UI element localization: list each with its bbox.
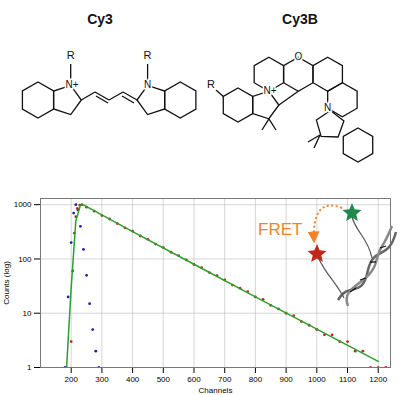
svg-text:N: N xyxy=(144,79,151,90)
svg-text:R: R xyxy=(144,49,152,61)
svg-text:N+: N+ xyxy=(263,85,276,96)
svg-text:500: 500 xyxy=(157,375,171,384)
svg-text:FRET: FRET xyxy=(258,220,302,239)
svg-text:R: R xyxy=(67,49,75,61)
svg-text:100: 100 xyxy=(18,255,32,264)
svg-text:1: 1 xyxy=(27,363,32,372)
svg-text:1000: 1000 xyxy=(308,375,326,384)
svg-text:1100: 1100 xyxy=(339,375,357,384)
svg-text:1000: 1000 xyxy=(14,200,32,209)
svg-text:O: O xyxy=(294,51,302,62)
svg-text:R: R xyxy=(207,78,215,90)
svg-text:Cy3B: Cy3B xyxy=(282,11,318,27)
svg-text:800: 800 xyxy=(249,375,263,384)
svg-text:N+: N+ xyxy=(65,79,78,90)
svg-text:900: 900 xyxy=(279,375,293,384)
svg-text:600: 600 xyxy=(187,375,201,384)
svg-text:300: 300 xyxy=(95,375,109,384)
svg-text:200: 200 xyxy=(65,375,79,384)
svg-text:Channels: Channels xyxy=(199,386,233,395)
svg-text:Cy3: Cy3 xyxy=(87,11,113,27)
svg-text:400: 400 xyxy=(126,375,140,384)
svg-text:1200: 1200 xyxy=(369,375,387,384)
svg-text:N: N xyxy=(324,102,331,113)
svg-text:10: 10 xyxy=(23,309,32,318)
svg-text:Counts (log): Counts (log) xyxy=(2,261,11,305)
svg-text:700: 700 xyxy=(218,375,232,384)
